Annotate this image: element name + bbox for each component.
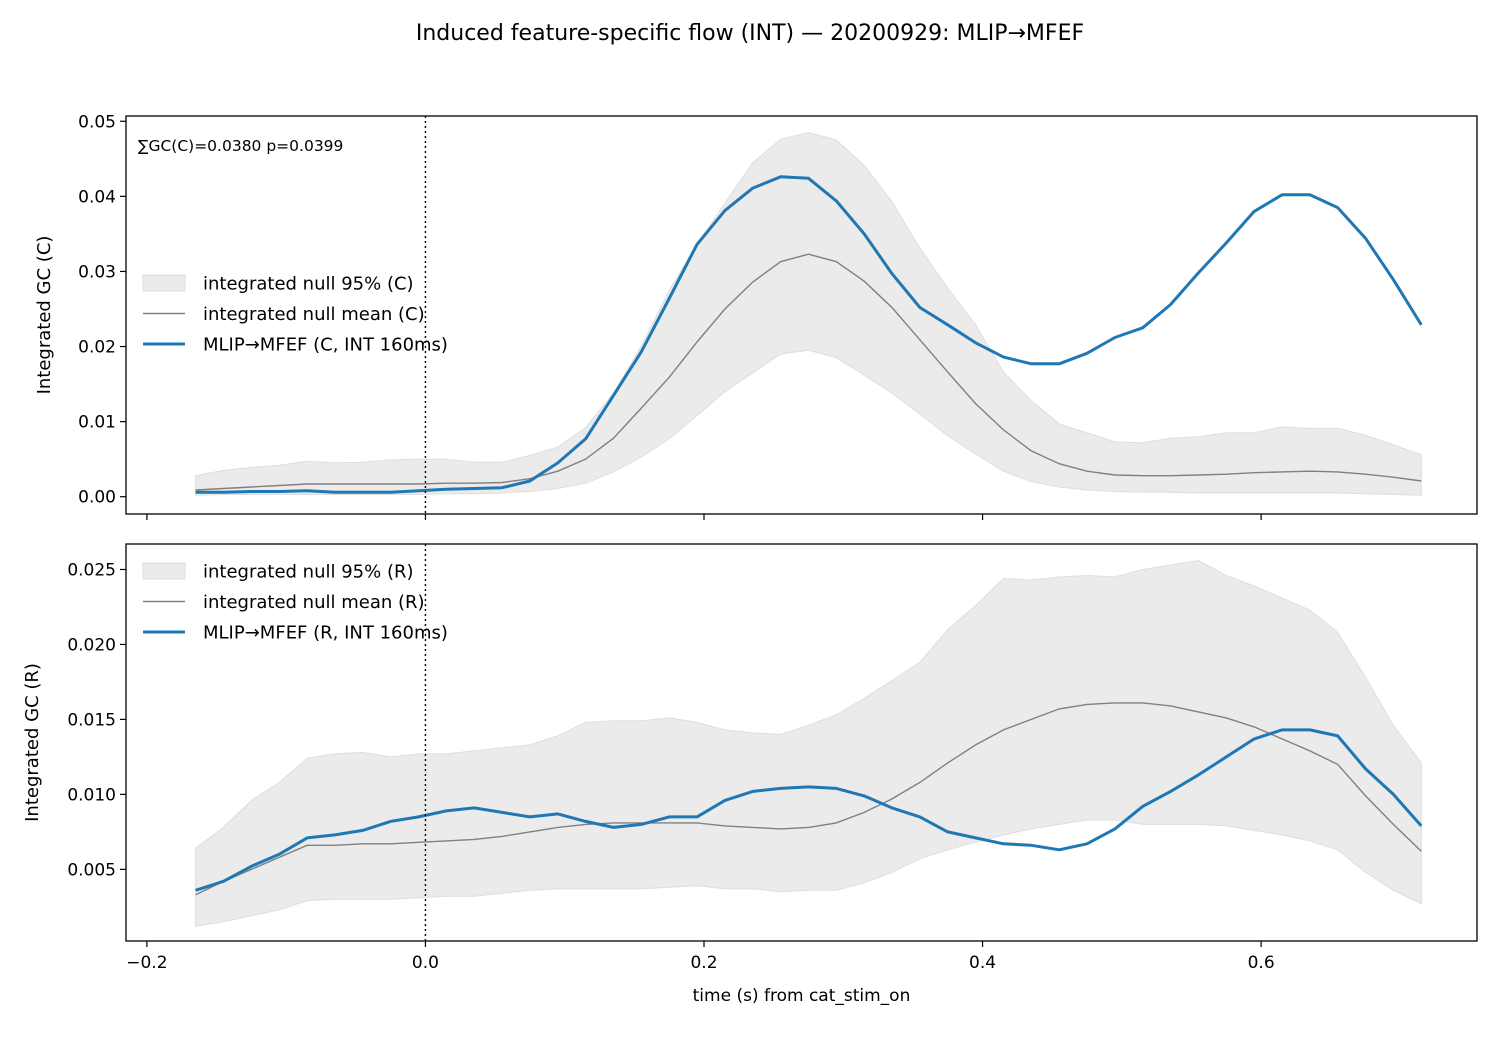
y-tick-label: 0.025 xyxy=(67,560,116,580)
null-95-band xyxy=(195,559,1422,927)
figure-title: Induced feature-specific flow (INT) — 20… xyxy=(416,21,1084,46)
series-line-0 xyxy=(195,728,1423,892)
y-tick-label: 0.005 xyxy=(67,860,116,880)
null-mean-line xyxy=(195,253,1422,491)
y-axis-label: Integrated GC (R) xyxy=(22,663,43,822)
y-tick-label: 0.05 xyxy=(78,112,116,132)
x-tick-label: 0.0 xyxy=(412,953,439,973)
y-tick-label: 0.02 xyxy=(78,338,116,358)
x-tick-label: 0.4 xyxy=(969,953,996,973)
y-tick-label: 0.01 xyxy=(78,413,116,433)
y-tick-label: 0.010 xyxy=(67,785,116,805)
series-line-0 xyxy=(195,175,1423,494)
null-mean-line xyxy=(195,702,1422,896)
y-tick-label: 0.04 xyxy=(78,187,116,207)
legend-label: integrated null mean (R) xyxy=(203,592,425,613)
legend: integrated null 95% (C) integrated null m… xyxy=(142,274,448,356)
x-tick-label: 0.2 xyxy=(690,953,717,973)
stats-annotation: ∑GC(C)=0.0380 p=0.0399 xyxy=(138,137,343,155)
legend: integrated null 95% (R) integrated null m… xyxy=(142,562,448,644)
legend-label: integrated null 95% (C) xyxy=(203,274,414,295)
y-tick-label: 0.015 xyxy=(67,710,116,730)
axes-frame xyxy=(125,543,1478,942)
x-tick-label: −0.2 xyxy=(126,953,167,973)
top-panel: 0.00 0.01 0.02 0.03 0.04 0.05 Integrated GC (C… xyxy=(34,112,1478,520)
legend-label: integrated null mean (C) xyxy=(203,304,425,325)
x-axis-label: time (s) from cat_stim_on xyxy=(693,986,911,1006)
legend-label: integrated null 95% (R) xyxy=(203,562,414,583)
y-tick-label: 0.03 xyxy=(78,262,116,282)
legend-swatch-band xyxy=(142,562,186,580)
y-tick-label: 0.020 xyxy=(67,635,116,655)
y-axis-label: Integrated GC (C) xyxy=(34,236,55,395)
legend-label: MLIP→MFEF (R, INT 160ms) xyxy=(203,623,448,644)
axes-frame xyxy=(125,115,1478,515)
bottom-panel: −0.2 0.0 0.2 0.4 0.6 0.005 0.010 0.015 0.020 0.02… xyxy=(22,543,1478,1006)
legend-label: MLIP→MFEF (C, INT 160ms) xyxy=(203,335,448,356)
y-tick-label: 0.00 xyxy=(78,488,116,508)
legend-swatch-band xyxy=(142,274,186,292)
x-tick-label: 0.6 xyxy=(1248,953,1275,973)
